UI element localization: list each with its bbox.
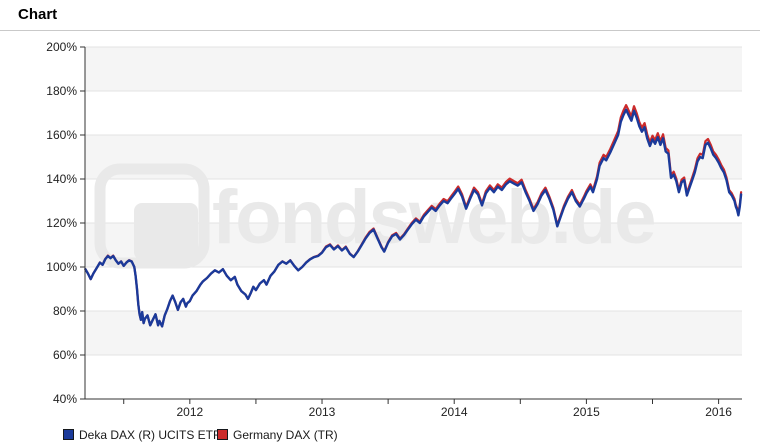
legend-swatch-etf [63,429,74,440]
y-tick-label: 200% [46,40,77,54]
series-line-etf [84,108,743,328]
y-tick-label: 120% [46,216,77,230]
y-tick-label: 100% [46,260,77,274]
plot-bands [85,47,742,355]
y-tick-label: 40% [53,392,77,406]
header-divider [0,30,760,31]
y-tick-label: 140% [46,172,77,186]
chart-legend: Deka DAX (R) UCITS ETF Germany DAX (TR) [0,426,760,442]
x-tick-label: 2016 [705,405,732,419]
axes [80,46,742,404]
watermark-text: fondsweb.de [212,175,654,260]
x-tick-label: 2014 [441,405,468,419]
plot-band [85,311,742,355]
legend-swatch-benchmark [217,429,228,440]
watermark-logo-outline [94,163,210,269]
x-tick-label: 2012 [176,405,203,419]
legend-item-etf: Deka DAX (R) UCITS ETF [63,426,221,442]
page-title: Chart [18,6,58,23]
watermark: fondsweb.de [94,163,656,269]
x-tick-label: 2015 [573,405,600,419]
legend-item-benchmark: Germany DAX (TR) [217,426,338,442]
series-lines [84,103,743,328]
watermark-logo-square [134,203,198,260]
y-tick-label: 180% [46,84,77,98]
y-tick-label: 80% [53,304,77,318]
axis-labels: 40% 60% 80% 100% 120% 140% 160% 180% 200% 2012 201… [46,40,732,419]
legend-label-etf: Deka DAX (R) UCITS ETF [79,428,221,442]
y-tick-label: 160% [46,128,77,142]
plot-band [85,47,742,91]
y-tick-label: 60% [53,348,77,362]
legend-label-benchmark: Germany DAX (TR) [233,428,338,442]
x-tick-label: 2013 [309,405,336,419]
